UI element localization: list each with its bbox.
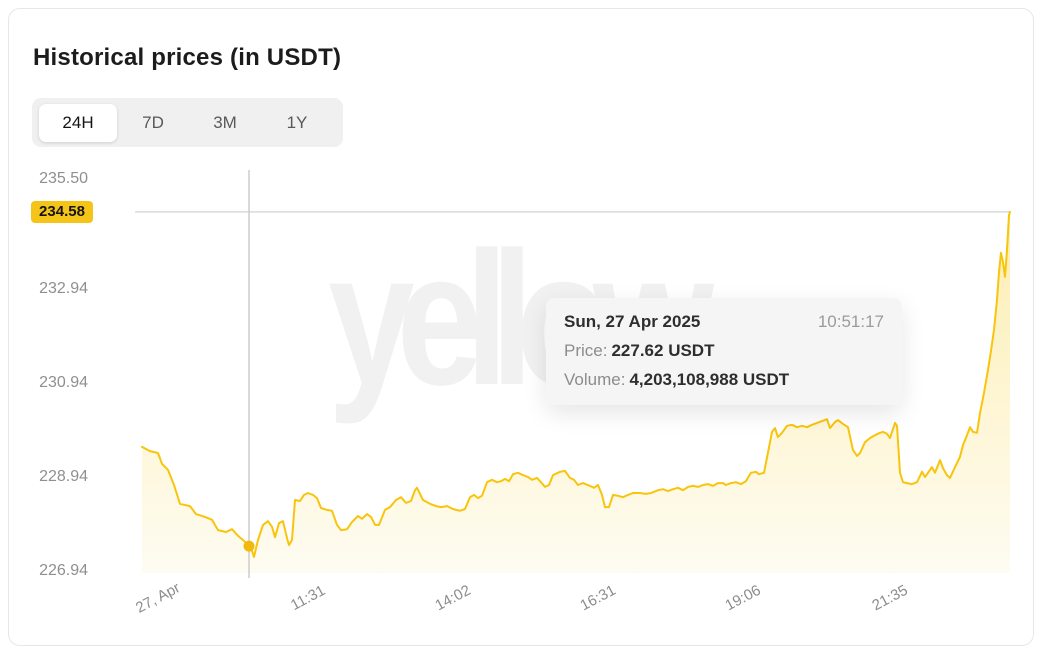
tab-3m[interactable]: 3M bbox=[189, 104, 261, 142]
current-price-badge: 234.58 bbox=[31, 200, 93, 223]
page-title: Historical prices (in USDT) bbox=[33, 44, 342, 71]
tooltip-price-label: Price: bbox=[564, 341, 608, 360]
tooltip-volume-label: Volume: bbox=[564, 370, 626, 389]
tab-7d[interactable]: 7D bbox=[117, 104, 189, 142]
chart-tooltip: Sun, 27 Apr 2025 10:51:17 Price: 227.62 U… bbox=[546, 298, 902, 405]
tab-1y[interactable]: 1Y bbox=[261, 104, 333, 142]
tab-24h[interactable]: 24H bbox=[39, 103, 117, 142]
time-range-tabs: 24H 7D 3M 1Y bbox=[32, 98, 343, 147]
y-axis-label: 235.50 bbox=[39, 169, 88, 187]
tooltip-volume-value: 4,203,108,988 USDT bbox=[629, 370, 790, 389]
y-axis-label: 230.94 bbox=[39, 374, 88, 391]
y-axis-label: 228.94 bbox=[39, 468, 88, 485]
tooltip-date: Sun, 27 Apr 2025 bbox=[564, 312, 701, 331]
tooltip-price-value: 227.62 USDT bbox=[611, 341, 715, 360]
tooltip-time: 10:51:17 bbox=[817, 312, 884, 331]
y-axis-label: 232.94 bbox=[39, 280, 88, 297]
y-axis-label: 226.94 bbox=[39, 562, 88, 579]
